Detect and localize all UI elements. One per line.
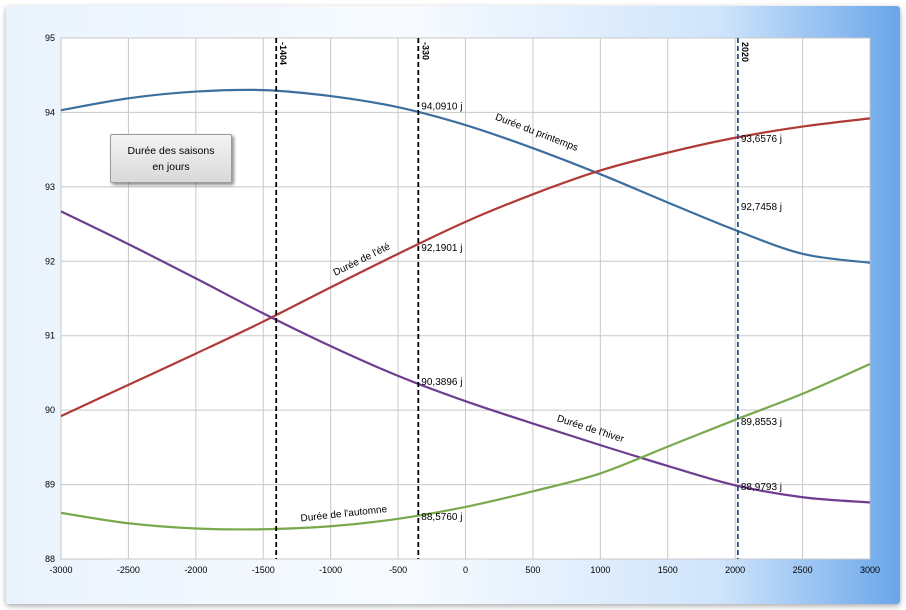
- x-tick-label: 0: [463, 565, 468, 575]
- data-label-7: 89,8553 j: [741, 417, 782, 428]
- y-tick-label: 91: [45, 331, 55, 341]
- x-tick-label: -2500: [117, 565, 140, 575]
- y-tick-label: 90: [45, 405, 55, 415]
- reference-line-label-1: -1404: [278, 42, 288, 65]
- y-tick-label: 94: [45, 107, 55, 117]
- reference-line-label-2: -330: [420, 42, 430, 60]
- x-tick-label: -1000: [319, 565, 342, 575]
- x-tick-label: -500: [389, 565, 407, 575]
- gridlines: [60, 37, 871, 560]
- x-tick-label: 2000: [725, 565, 745, 575]
- series-line-2: [60, 117, 871, 418]
- series-lines: [60, 88, 871, 531]
- data-label-6: 92,7458 j: [741, 202, 782, 213]
- x-tick-label: 3000: [860, 565, 880, 575]
- chart-title-line2: en jours: [152, 160, 190, 173]
- x-tick-label: 500: [525, 565, 540, 575]
- reference-lines: -1404 -330 2020: [275, 38, 750, 559]
- data-label-3: 90,3896 j: [421, 377, 462, 388]
- x-tick-label: -2000: [184, 565, 207, 575]
- data-label-8: 88,9793 j: [741, 482, 782, 493]
- series-line-3: [60, 210, 871, 504]
- chart-title-box: Durée des saisons en jours: [110, 134, 232, 183]
- x-tick-label: 1000: [590, 565, 610, 575]
- x-tick-label: 2500: [793, 565, 813, 575]
- x-tick-label: -1500: [252, 565, 275, 575]
- chart-frame: -3000 -2500 -2000 -1500 -1000 -500 0 500 1000 150…: [6, 6, 900, 604]
- x-tick-label: -3000: [49, 565, 72, 575]
- y-axis-ticks: 88 89 90 91 92 93 94 95: [45, 33, 55, 564]
- data-label-2: 92,1901 j: [421, 243, 462, 254]
- data-label-5: 93,6576 j: [741, 134, 782, 145]
- data-annotations: 94,0910 j 92,1901 j 90,3896 j 88,5760 j 93,6…: [421, 102, 782, 523]
- y-tick-label: 93: [45, 182, 55, 192]
- y-tick-label: 95: [45, 33, 55, 43]
- x-axis-ticks: -3000 -2500 -2000 -1500 -1000 -500 0 500 1000 150…: [49, 565, 880, 575]
- reference-line-label-3: 2020: [740, 42, 750, 62]
- data-label-4: 88,5760 j: [421, 512, 462, 523]
- y-tick-label: 92: [45, 256, 55, 266]
- y-tick-label: 89: [45, 480, 55, 490]
- data-label-1: 94,0910 j: [421, 102, 462, 113]
- line-chart: -3000 -2500 -2000 -1500 -1000 -500 0 500 1000 150…: [45, 33, 880, 575]
- series-line-4: [60, 362, 871, 531]
- y-tick-label: 88: [45, 554, 55, 564]
- x-tick-label: 1500: [658, 565, 678, 575]
- chart-title-line1: Durée des saisons: [127, 144, 215, 157]
- series-line-1: [60, 88, 871, 264]
